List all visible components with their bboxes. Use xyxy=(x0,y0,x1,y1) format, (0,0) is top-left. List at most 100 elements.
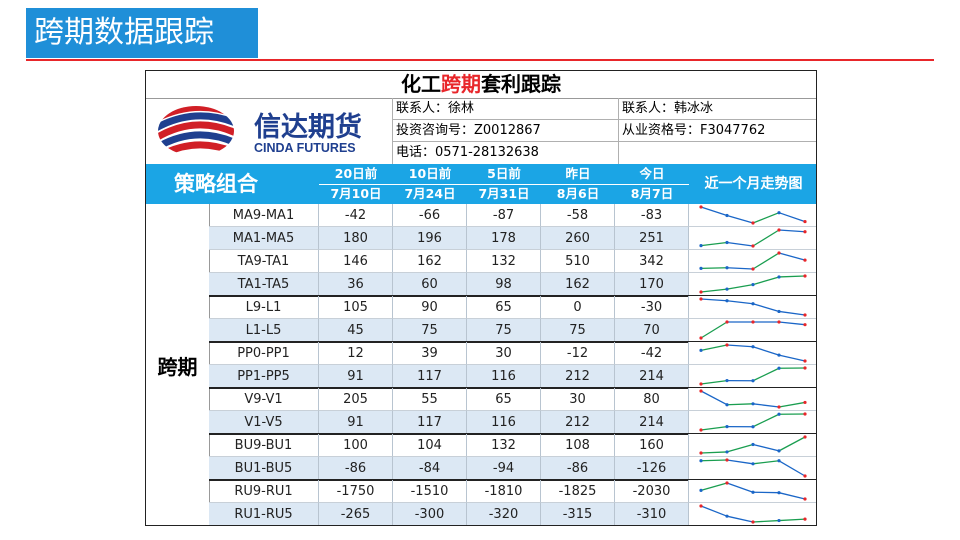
sparkline-point xyxy=(803,497,807,501)
sparkline-segment xyxy=(752,229,780,247)
sparkline-point xyxy=(803,366,807,370)
sparkline-point xyxy=(699,205,703,209)
sparkline-segment xyxy=(726,482,754,493)
group-separator xyxy=(209,341,816,343)
sparkline-point xyxy=(725,213,729,218)
strategy-name: PP1-PP5 xyxy=(209,365,319,388)
spread-value: -12 xyxy=(541,342,615,365)
spread-value: -42 xyxy=(615,342,689,365)
sparkline-point xyxy=(751,221,755,225)
sparkline-point xyxy=(725,266,729,270)
spread-value: 104 xyxy=(393,434,467,457)
sparkline-point xyxy=(803,517,807,521)
spread-value: 75 xyxy=(541,319,615,342)
spread-value: 132 xyxy=(467,434,541,457)
spread-value: 510 xyxy=(541,250,615,273)
spread-value: 212 xyxy=(541,365,615,388)
sparkline-point xyxy=(777,405,781,409)
sparkline-point xyxy=(725,343,729,347)
strategy-name: V1-V5 xyxy=(209,411,319,434)
spread-value: 80 xyxy=(615,388,689,411)
trend-sparkline xyxy=(689,204,816,227)
sparkline-segment xyxy=(700,482,728,492)
group-separator xyxy=(209,387,816,389)
table-row: MA1-MA5 180 196 178 260 251 xyxy=(209,227,816,250)
group-separator xyxy=(209,479,816,481)
sparkline-segment xyxy=(778,275,806,278)
sparkline-point xyxy=(777,412,781,416)
empty-contact-cell xyxy=(618,142,816,164)
spread-value: 162 xyxy=(393,250,467,273)
table-row: BU1-BU5 -86 -84 -94 -86 -126 xyxy=(209,457,816,480)
col-header-2: 10日前 7月24日 xyxy=(393,164,467,204)
strategy-name: RU1-RU5 xyxy=(209,503,319,525)
strategy-name: MA9-MA1 xyxy=(209,204,319,227)
col-header-1-date: 7月10日 xyxy=(319,184,393,202)
spread-value: 214 xyxy=(615,365,689,388)
spread-value: -86 xyxy=(541,457,615,480)
spread-value: 205 xyxy=(319,388,393,411)
sparkline-point xyxy=(699,336,703,340)
col-header-1-label: 20日前 xyxy=(334,166,378,181)
trend-sparkline xyxy=(689,227,816,250)
cinda-logo: 信达期货 CINDA FUTURES xyxy=(146,98,392,164)
table-row: TA1-TA5 36 60 98 162 170 xyxy=(209,273,816,296)
spread-value: -87 xyxy=(467,204,541,227)
spread-value: 100 xyxy=(319,434,393,457)
sparkline-point xyxy=(751,267,755,271)
trend-header: 近一个月走势图 xyxy=(704,176,803,192)
sparkline-point xyxy=(751,379,755,383)
sparkline-point xyxy=(803,219,807,224)
sparkline-point xyxy=(751,320,755,324)
sparkline-segment xyxy=(752,276,780,286)
sparkline-point xyxy=(725,320,729,324)
contact-person-1: 联系人：徐林 xyxy=(392,98,618,120)
spread-value: -42 xyxy=(319,204,393,227)
sparkline-point xyxy=(699,297,703,301)
sparkline-segment xyxy=(700,241,728,247)
sparkline-point xyxy=(725,481,729,485)
sparkline-segment xyxy=(726,267,754,270)
sparkline-point xyxy=(751,345,755,349)
spread-value: -1750 xyxy=(319,480,393,503)
sparkline-segment xyxy=(700,505,728,517)
col-header-3: 5日前 7月31日 xyxy=(467,164,541,204)
sparkline-point xyxy=(699,488,703,492)
spread-value: 212 xyxy=(541,411,615,434)
sparkline-segment xyxy=(700,425,728,431)
spread-value: -265 xyxy=(319,503,393,525)
sparkline-segment xyxy=(778,310,806,316)
spread-value: 251 xyxy=(615,227,689,250)
spread-value: 260 xyxy=(541,227,615,250)
sparkline-point xyxy=(777,228,781,232)
sparkline-point xyxy=(699,504,703,508)
spread-value: -126 xyxy=(615,457,689,480)
group-separator xyxy=(209,433,816,435)
sparkline-point xyxy=(751,520,755,524)
table-row: RU1-RU5 -265 -300 -320 -315 -310 xyxy=(209,503,816,525)
spread-value: 162 xyxy=(541,273,615,296)
col-header-5-date: 8月7日 xyxy=(615,184,689,202)
col-header-2-label: 10日前 xyxy=(408,166,452,181)
sparkline-point xyxy=(699,290,703,294)
spread-value: 170 xyxy=(615,273,689,296)
group-label: 跨期 xyxy=(146,204,210,525)
spread-value: 116 xyxy=(467,365,541,388)
spread-value: -320 xyxy=(467,503,541,525)
sparkline-segment xyxy=(778,401,806,408)
strategy-name: L9-L1 xyxy=(209,296,319,319)
sparkline-point xyxy=(803,323,807,327)
spread-value: 160 xyxy=(615,434,689,457)
strategy-name: BU1-BU5 xyxy=(209,457,319,480)
trend-sparkline xyxy=(689,411,816,434)
strategy-header: 策略组合 xyxy=(174,172,258,196)
sparkline-point xyxy=(725,458,729,462)
trend-sparkline xyxy=(689,457,816,480)
spread-value: 116 xyxy=(467,411,541,434)
sparkline-point xyxy=(803,313,807,317)
sparkline-point xyxy=(751,442,755,447)
spread-value: 90 xyxy=(393,296,467,319)
phone-number: 电话：0571-28132638 xyxy=(392,142,618,164)
spread-value: 98 xyxy=(467,273,541,296)
strategy-name: MA1-MA5 xyxy=(209,227,319,250)
